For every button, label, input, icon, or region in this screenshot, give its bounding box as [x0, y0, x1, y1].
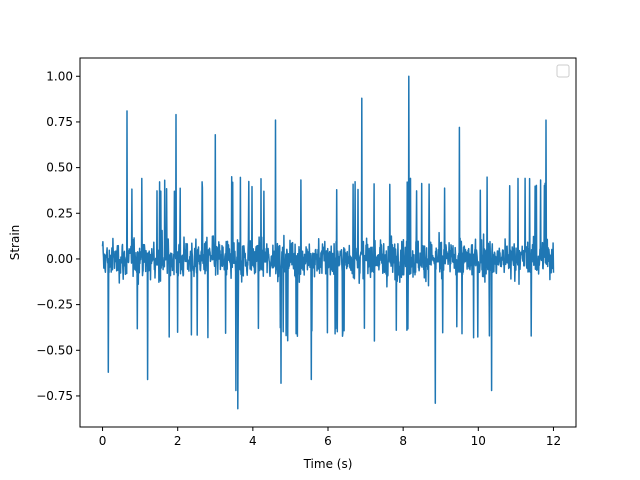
legend-box [556, 64, 570, 78]
x-tick-label: 4 [249, 434, 257, 448]
x-tick-label: 10 [471, 434, 486, 448]
y-tick-label: 0.25 [46, 206, 73, 220]
x-tick-label: 8 [399, 434, 407, 448]
strain-series-line [101, 75, 555, 410]
legend [556, 64, 570, 78]
x-tick-label: 12 [546, 434, 561, 448]
y-tick-label: −0.75 [36, 389, 73, 403]
y-tick-label: 0.00 [46, 252, 73, 266]
y-tick-label: −0.50 [36, 343, 73, 357]
x-tick-label: 6 [324, 434, 332, 448]
x-tick-label: 0 [99, 434, 107, 448]
series-layer [101, 75, 555, 410]
y-tick-label: 1.00 [46, 69, 73, 83]
y-axis-label: Strain [8, 225, 22, 261]
y-tick-label: 0.50 [46, 161, 73, 175]
ticks-layer: 0 2 4 6 8 10 12 −0.75 −0.50 −0.25 0.00 0.25 0.50 0.75… [36, 69, 561, 448]
x-tick-label: 2 [174, 434, 182, 448]
x-axis-label: Time (s) [303, 457, 353, 471]
y-tick-label: 0.75 [46, 115, 73, 129]
y-tick-label: −0.25 [36, 298, 73, 312]
